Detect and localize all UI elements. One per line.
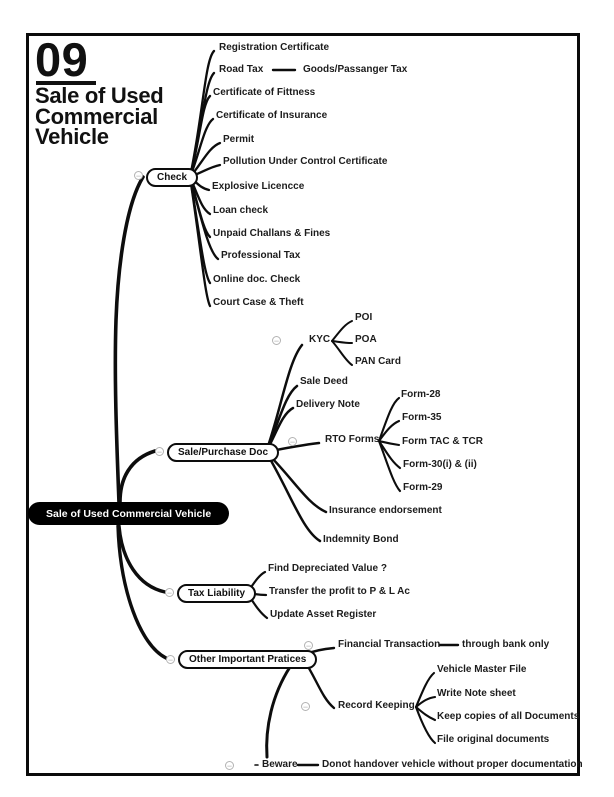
subnode-record-keeping[interactable]: Record Keeping bbox=[338, 700, 415, 711]
leaf-form-29: Form-29 bbox=[403, 482, 443, 493]
root-node[interactable]: Sale of Used Commercial Vehicle bbox=[28, 502, 230, 525]
leaf-delivery-note: Delivery Note bbox=[296, 399, 360, 410]
leaf-find-depreciated-value: Find Depreciated Value ? bbox=[268, 563, 387, 574]
leaf-file-original-documents: File original documents bbox=[437, 734, 550, 745]
leaf-unpaid-challans-fines: Unpaid Challans & Fines bbox=[213, 228, 331, 239]
leaf-pollution-under-control: Pollution Under Control Certificate bbox=[223, 156, 388, 167]
leaf-certificate-of-insurance: Certificate of Insurance bbox=[216, 110, 328, 121]
leaf-transfer-profit: Transfer the profit to P & L Ac bbox=[269, 586, 410, 597]
leaf-write-note-sheet: Write Note sheet bbox=[437, 688, 516, 699]
collapse-icon-record-keeping[interactable]: − bbox=[301, 701, 310, 712]
leaf-explosive-licencce: Explosive Licencce bbox=[212, 181, 305, 192]
leaf-permit: Permit bbox=[223, 134, 255, 145]
slide-number: 09 bbox=[35, 33, 89, 86]
leaf-poi: POI bbox=[355, 312, 373, 323]
page-border-frame bbox=[26, 33, 580, 776]
leaf-indemnity-bond: Indemnity Bond bbox=[323, 534, 399, 545]
leaf-vehicle-master-file: Vehicle Master File bbox=[437, 664, 527, 675]
leaf-goods-passanger-tax: Goods/Passanger Tax bbox=[303, 64, 408, 75]
leaf-form-30: Form-30(i) & (ii) bbox=[403, 459, 477, 470]
leaf-form-35: Form-35 bbox=[402, 412, 442, 423]
leaf-loan-check: Loan check bbox=[213, 205, 269, 216]
leaf-insurance-endorsement: Insurance endorsement bbox=[329, 505, 442, 516]
leaf-certificate-of-fittness: Certificate of Fittness bbox=[213, 87, 316, 98]
leaf-sale-deed: Sale Deed bbox=[300, 376, 348, 387]
collapse-icon-rto-forms[interactable]: − bbox=[288, 436, 297, 447]
collapse-icon-financial-transaction[interactable]: − bbox=[304, 640, 313, 651]
leaf-form-28: Form-28 bbox=[401, 389, 441, 400]
node-sale-purchase-doc[interactable]: Sale/Purchase Doc bbox=[167, 443, 280, 462]
subnode-rto-forms[interactable]: RTO Forms bbox=[325, 434, 380, 445]
leaf-road-tax: Road Tax bbox=[219, 64, 264, 75]
leaf-professional-tax: Professional Tax bbox=[221, 250, 301, 261]
leaf-court-case-theft: Court Case & Theft bbox=[213, 297, 304, 308]
leaf-update-asset-register: Update Asset Register bbox=[270, 609, 377, 620]
subnode-kyc[interactable]: KYC bbox=[309, 334, 331, 345]
slide-number-underline bbox=[36, 81, 96, 85]
subnode-financial-transaction[interactable]: Financial Transaction bbox=[338, 639, 441, 650]
collapse-icon-tax-liability[interactable]: − bbox=[165, 587, 174, 598]
subnode-beware[interactable]: Beware bbox=[262, 759, 298, 770]
node-other-important-pratices[interactable]: Other Important Pratices bbox=[178, 650, 318, 669]
collapse-icon-other-important[interactable]: − bbox=[166, 654, 175, 665]
leaf-through-bank-only: through bank only bbox=[462, 639, 550, 650]
leaf-registration-certificate: Registration Certificate bbox=[219, 42, 330, 53]
collapse-icon-check[interactable]: − bbox=[134, 170, 143, 181]
leaf-keep-copies-documents: Keep copies of all Documents bbox=[437, 711, 580, 722]
node-check[interactable]: Check bbox=[146, 168, 199, 187]
leaf-poa: POA bbox=[355, 334, 377, 345]
page-title: Sale of Used Commercial Vehicle bbox=[35, 83, 164, 149]
collapse-icon-beware[interactable]: − bbox=[225, 760, 234, 771]
collapse-icon-kyc[interactable]: − bbox=[272, 335, 281, 346]
leaf-donot-handover: Donot handover vehicle without proper do… bbox=[322, 759, 583, 770]
collapse-icon-sale-purchase[interactable]: − bbox=[155, 446, 164, 457]
leaf-pan-card: PAN Card bbox=[355, 356, 401, 367]
node-tax-liability[interactable]: Tax Liability bbox=[177, 584, 257, 603]
leaf-form-tac-tcr: Form TAC & TCR bbox=[402, 436, 483, 447]
leaf-online-doc-check: Online doc. Check bbox=[213, 274, 301, 285]
